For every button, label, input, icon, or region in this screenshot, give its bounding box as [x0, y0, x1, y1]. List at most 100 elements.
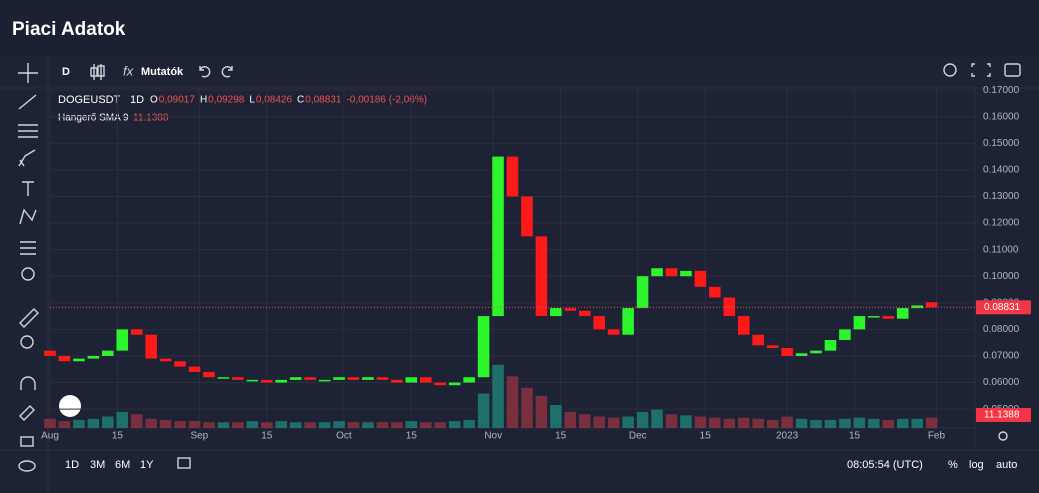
volume-bar — [810, 419, 822, 428]
line-icon[interactable] — [18, 94, 37, 110]
candle — [564, 308, 577, 311]
y-tick-label: 0.15000 — [983, 138, 1020, 149]
range-button[interactable]: 6M — [115, 459, 130, 471]
volume-bar — [391, 422, 403, 428]
auto-toggle[interactable]: auto — [996, 459, 1017, 471]
volume-bar — [896, 418, 909, 428]
candle — [159, 358, 172, 362]
volume-bar — [304, 422, 316, 428]
candle — [839, 329, 851, 341]
axis-settings-icon[interactable] — [998, 431, 1008, 441]
candle — [824, 340, 837, 351]
x-tick-label: 15 — [555, 431, 567, 442]
candle — [521, 196, 533, 237]
candle — [246, 379, 259, 382]
crosshair-icon[interactable] — [18, 63, 38, 83]
volume-bar — [420, 422, 432, 428]
volume-bar — [506, 376, 519, 428]
volume-bar — [333, 421, 345, 428]
volume-bar — [477, 393, 490, 428]
volume-bar — [376, 422, 389, 428]
range-button[interactable]: 1Y — [140, 459, 154, 471]
ohlc-value: 0,09298 — [208, 95, 245, 106]
candle — [188, 366, 201, 372]
brush-icon[interactable] — [18, 149, 36, 167]
candle — [391, 379, 403, 383]
volume-bar — [680, 415, 692, 428]
indicators-button[interactable]: Mutatók — [141, 66, 184, 78]
y-tick-label: 0.08000 — [983, 324, 1020, 335]
x-tick-label: Feb — [928, 431, 946, 442]
volume-bar — [593, 416, 605, 428]
candle — [896, 308, 909, 319]
range-button[interactable]: 3M — [90, 459, 105, 471]
volume-bar — [289, 422, 302, 428]
candle — [810, 350, 822, 354]
candle — [593, 316, 605, 330]
undo-icon[interactable] — [199, 66, 211, 78]
candle — [680, 270, 692, 277]
tool-icons[interactable] — [18, 63, 39, 472]
volume-bar — [694, 416, 707, 428]
volume-bar — [723, 418, 736, 428]
last-price-label: 0.08831 — [984, 302, 1021, 313]
percent-toggle[interactable]: % — [948, 459, 958, 471]
settings-icon[interactable] — [943, 63, 957, 77]
volume-bar — [58, 421, 71, 428]
volume-bar — [651, 409, 663, 428]
ruler-icon[interactable] — [19, 308, 39, 328]
volume-bar — [434, 422, 447, 428]
volume-bar — [492, 364, 504, 428]
x-tick-label: Dec — [629, 431, 647, 442]
volume-bar — [174, 421, 186, 428]
text-icon[interactable] — [22, 181, 34, 196]
magnet-icon[interactable] — [20, 376, 36, 390]
volume-bar — [405, 421, 418, 428]
fx-icon[interactable]: fx — [123, 63, 134, 78]
y-tick-label: 0.16000 — [983, 111, 1020, 122]
volume-bar — [159, 419, 172, 428]
candle — [607, 329, 620, 335]
volume-bar — [824, 419, 837, 428]
candle — [232, 377, 244, 380]
volume-bar — [622, 416, 634, 428]
candle — [289, 377, 302, 380]
screenshot-icon[interactable] — [1004, 63, 1021, 77]
date-range-icon[interactable] — [177, 457, 191, 469]
fullscreen-icon[interactable] — [971, 63, 991, 77]
candle — [304, 377, 316, 380]
log-toggle[interactable]: log — [969, 459, 984, 471]
candle — [737, 316, 750, 335]
candle — [73, 358, 85, 362]
volume-bar — [102, 416, 114, 428]
candle-type-icon[interactable] — [90, 64, 105, 80]
candle — [333, 377, 345, 380]
candle — [578, 310, 591, 317]
candle — [506, 156, 519, 197]
redo-icon[interactable] — [221, 66, 233, 78]
zoom-icon[interactable] — [20, 335, 34, 349]
volume-bar — [839, 418, 851, 428]
y-tick-label: 0.06000 — [983, 377, 1020, 388]
range-button[interactable]: 1D — [65, 459, 79, 471]
volume-bar — [87, 418, 100, 428]
x-tick-label: Aug — [41, 431, 59, 442]
volume-bar — [145, 418, 157, 428]
pattern-icon[interactable] — [19, 208, 37, 225]
y-tick-label: 0.14000 — [983, 165, 1020, 176]
interval-button[interactable]: D — [62, 66, 70, 78]
emoji-icon[interactable] — [21, 267, 35, 281]
fib-icon[interactable] — [18, 124, 38, 138]
volume-bar — [535, 395, 548, 428]
volume-bar — [232, 422, 244, 428]
eye-icon[interactable] — [18, 460, 36, 472]
volume-bar — [925, 417, 938, 428]
volume-bar — [246, 421, 259, 428]
prediction-icon[interactable] — [20, 241, 36, 255]
candle — [477, 316, 490, 378]
candle — [130, 329, 143, 335]
lock-icon[interactable] — [20, 436, 34, 447]
lock-draw-icon[interactable] — [19, 405, 35, 421]
candle — [868, 316, 880, 318]
y-tick-label: 0.13000 — [983, 191, 1020, 202]
